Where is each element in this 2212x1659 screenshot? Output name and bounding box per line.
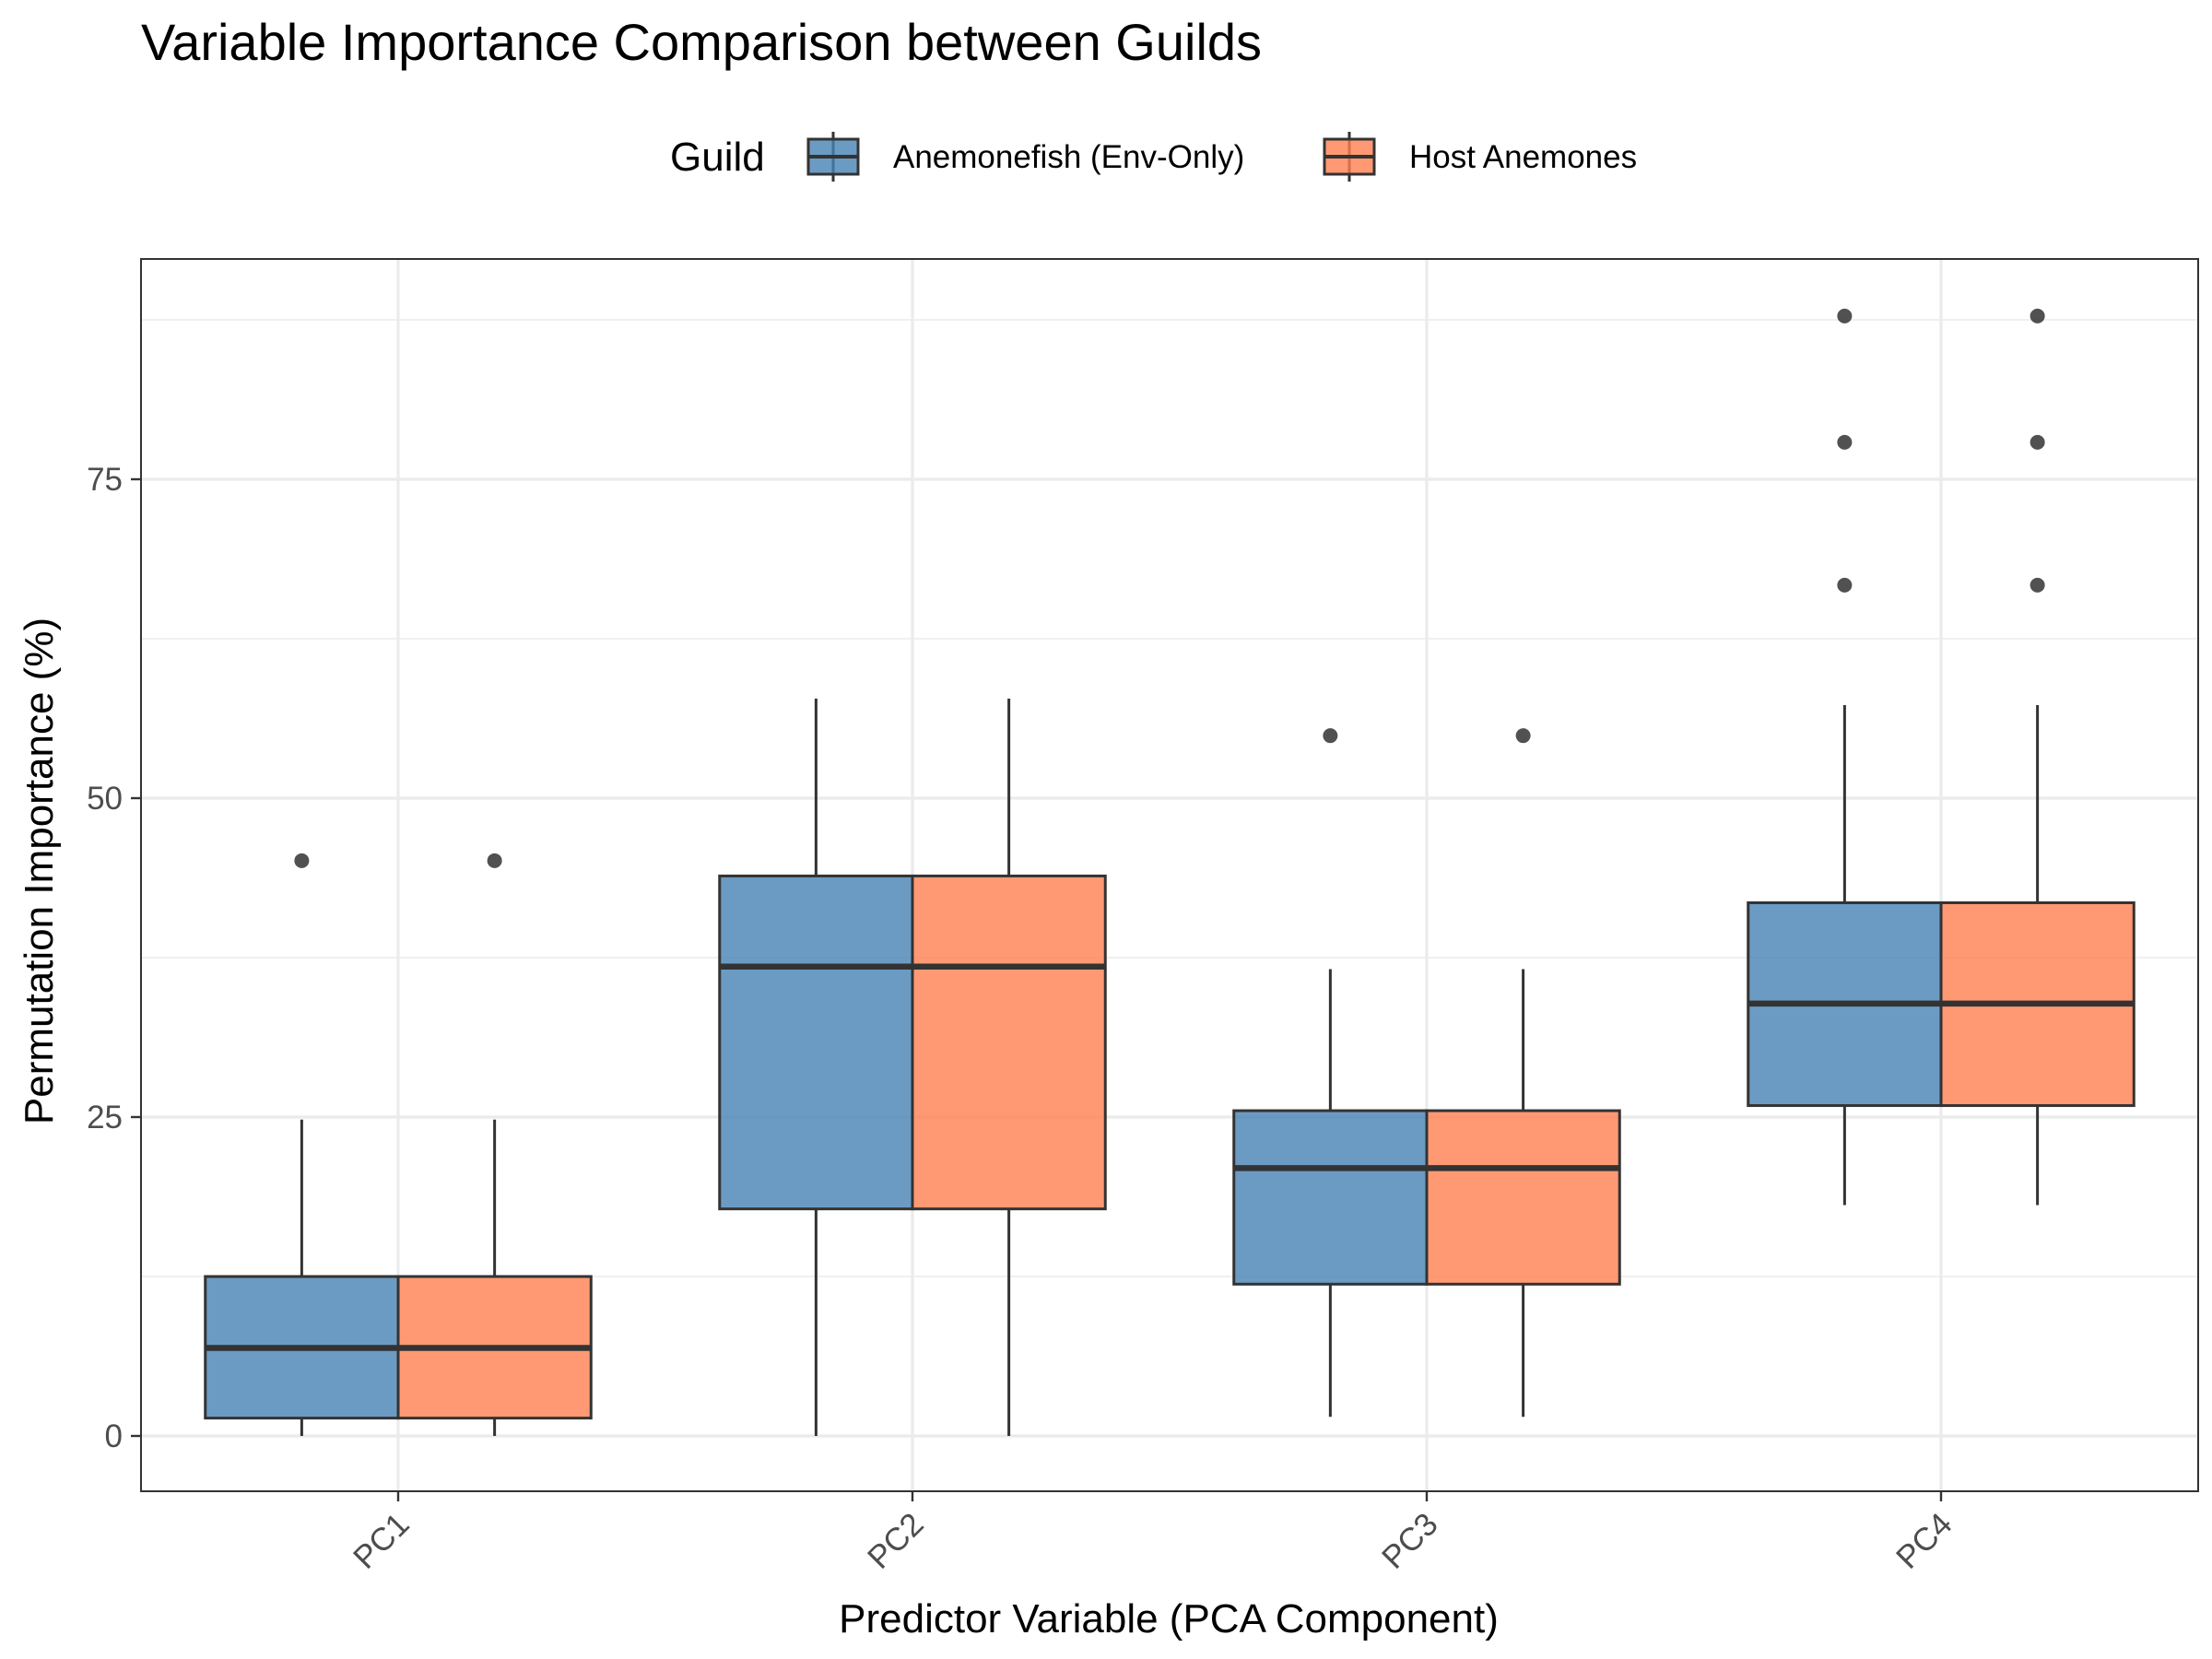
x-tick-label: PC2 (861, 1506, 931, 1576)
outlier-point (2030, 577, 2045, 593)
y-tick-label: 25 (87, 1100, 123, 1135)
y-tick-label: 50 (87, 781, 123, 817)
y-axis-title: Permutation Importance (%) (17, 618, 62, 1124)
box-rect (1232, 1109, 1429, 1286)
x-tick-label: PC1 (347, 1506, 417, 1576)
x-axis: PC1 PC2 PC3 PC4 (347, 1491, 1959, 1576)
boxes (204, 308, 2136, 1436)
legend-item: Host Anemones (1323, 132, 1637, 182)
x-axis-title: Predictor Variable (PCA Component) (839, 1596, 1499, 1641)
legend-label: Host Anemones (1409, 139, 1637, 175)
box-PC4-1 (1939, 308, 2136, 1206)
box-PC1-1 (396, 853, 593, 1436)
outlier-point (294, 853, 310, 868)
box-PC2-0 (718, 699, 914, 1436)
outlier-point (2030, 434, 2045, 450)
y-tick-label: 0 (105, 1418, 123, 1454)
outlier-point (487, 853, 502, 868)
box-PC2-1 (911, 699, 1107, 1436)
y-tick-label: 75 (87, 462, 123, 498)
legend-item: Anemonefish (Env-Only) (806, 132, 1244, 182)
legend: Guild Anemonefish (Env-Only) Host Anemone… (670, 132, 1637, 182)
box-rect (1425, 1109, 1621, 1286)
box-PC4-0 (1747, 308, 1943, 1206)
outlier-point (1837, 577, 1853, 593)
outlier-point (1837, 308, 1853, 324)
legend-title: Guild (670, 135, 765, 180)
box-PC3-1 (1425, 728, 1621, 1418)
x-tick-label: PC3 (1375, 1506, 1445, 1576)
outlier-point (1323, 728, 1338, 744)
outlier-point (1837, 434, 1853, 450)
box-PC3-0 (1232, 728, 1429, 1418)
legend-label: Anemonefish (Env-Only) (893, 139, 1244, 175)
box-rect (911, 874, 1107, 1211)
outlier-point (2030, 308, 2045, 324)
outlier-point (1515, 728, 1531, 744)
box-rect (718, 874, 914, 1211)
chart-title: Variable Importance Comparison between G… (141, 13, 1262, 71)
y-axis: 0 25 50 75 (87, 462, 141, 1454)
box-PC1-0 (204, 853, 400, 1436)
x-tick-label: PC4 (1889, 1506, 1959, 1576)
panel-border (140, 258, 2199, 1492)
